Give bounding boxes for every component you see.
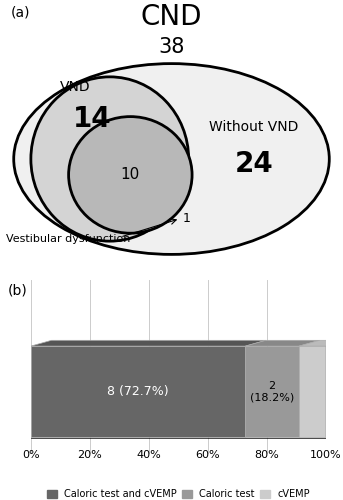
Ellipse shape (14, 64, 329, 254)
Text: 40%: 40% (137, 450, 161, 460)
FancyBboxPatch shape (299, 346, 326, 437)
Legend: Caloric test and cVEMP, Caloric test, cVEMP: Caloric test and cVEMP, Caloric test, cV… (47, 490, 310, 500)
Text: Without VND: Without VND (209, 120, 298, 134)
Text: 38: 38 (158, 37, 185, 57)
Polygon shape (299, 340, 343, 346)
Text: 2
(18.2%): 2 (18.2%) (250, 380, 294, 402)
FancyBboxPatch shape (245, 346, 299, 437)
Text: 60%: 60% (196, 450, 220, 460)
FancyBboxPatch shape (31, 346, 245, 437)
Text: VND: VND (60, 80, 91, 94)
Ellipse shape (31, 77, 189, 241)
Text: CND: CND (141, 2, 202, 30)
Text: 20%: 20% (78, 450, 102, 460)
Text: 24: 24 (235, 150, 273, 178)
Text: 1: 1 (183, 212, 191, 225)
Text: 1 (9.1%): 1 (9.1%) (0, 499, 1, 500)
Text: 0%: 0% (22, 450, 40, 460)
Text: (b): (b) (7, 284, 27, 298)
Text: 8 (72.7%): 8 (72.7%) (107, 385, 169, 398)
Polygon shape (245, 340, 320, 346)
Text: 80%: 80% (255, 450, 279, 460)
Polygon shape (31, 340, 266, 346)
Polygon shape (326, 340, 343, 437)
Text: 10: 10 (121, 168, 140, 182)
Text: 14: 14 (73, 106, 112, 133)
Text: Vestibular dysfunction: Vestibular dysfunction (7, 234, 131, 243)
Text: (a): (a) (10, 6, 30, 20)
Ellipse shape (69, 116, 192, 233)
Text: 100%: 100% (310, 450, 342, 460)
